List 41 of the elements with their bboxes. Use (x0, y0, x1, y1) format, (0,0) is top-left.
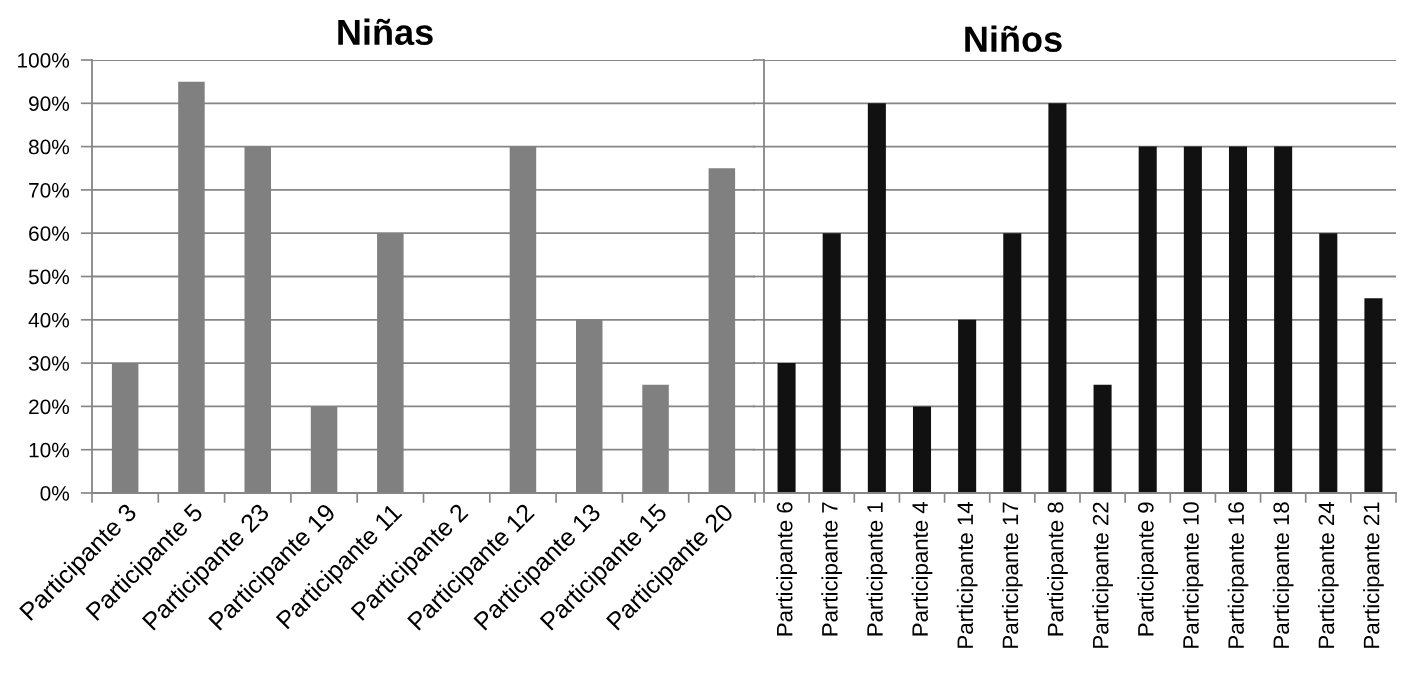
x-tick-label: Participante 14 (956, 501, 978, 648)
y-tick-label: 40% (28, 312, 70, 328)
x-tick-label: Participante 7 (821, 502, 843, 636)
bar (1093, 384, 1112, 493)
x-tick-label: Participante 8 (1047, 502, 1068, 636)
bar (1003, 233, 1022, 493)
y-tick-label: 100% (18, 53, 70, 68)
bar (1228, 146, 1248, 493)
x-tick-label: Participante 6 (776, 502, 797, 636)
bar (777, 363, 796, 493)
y-tick-label: 50% (28, 269, 70, 285)
bar (822, 233, 841, 493)
bar (1319, 233, 1338, 493)
x-tick-label: Participante 9 (1137, 502, 1159, 636)
x-tick-label: Participante 24 (1317, 501, 1339, 648)
y-tick-label: 60% (29, 226, 70, 241)
bar (1048, 103, 1067, 493)
y-tick-label: 90% (29, 96, 70, 112)
x-tick-label: Participante 22 (1092, 502, 1113, 648)
bar (958, 319, 977, 493)
bar (1138, 146, 1157, 493)
bar (1364, 298, 1383, 493)
y-tick-label: 30% (28, 356, 70, 371)
bar (867, 103, 886, 493)
x-tick-label: Participante 21 (1363, 502, 1384, 648)
y-tick-label: 80% (28, 139, 70, 155)
x-tick-label: Participante 17 (1001, 502, 1023, 648)
bar (912, 406, 932, 493)
x-tick-label: Participante 10 (1182, 502, 1204, 648)
x-tick-label: Participante 4 (911, 501, 933, 636)
x-tick-label: Participante 18 (1272, 502, 1294, 648)
y-tick-label: 20% (29, 399, 70, 415)
y-tick-label: 10% (29, 442, 70, 458)
bar (1274, 146, 1293, 493)
x-tick-label: Participante 1 (866, 502, 888, 636)
chart-title: Niñas (338, 18, 433, 46)
x-tick-label: Participante 16 (1227, 502, 1249, 648)
bar (1183, 146, 1202, 493)
chart-title: Niños (965, 25, 1062, 53)
y-tick-label: 70% (29, 182, 70, 198)
y-tick-label: 0% (40, 486, 70, 501)
